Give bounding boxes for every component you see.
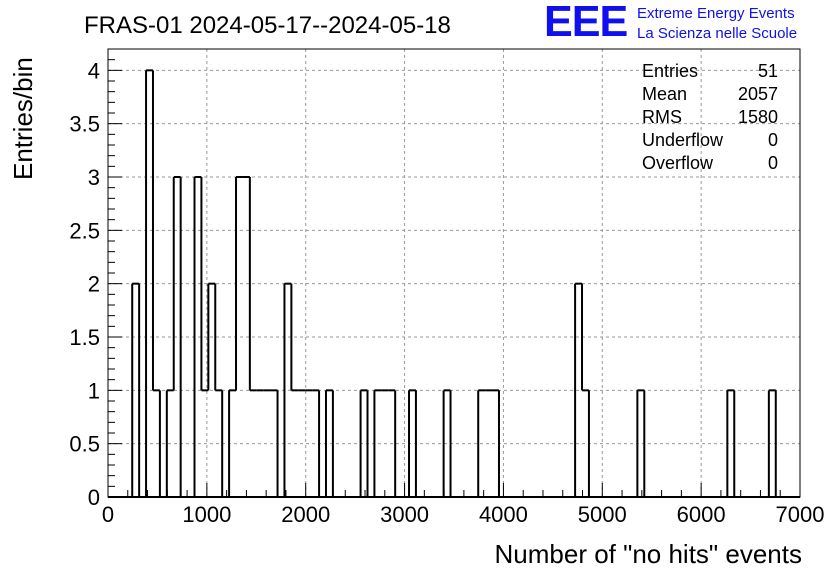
y-tick-label: 4 [88, 58, 100, 83]
stat-label: Entries [642, 61, 698, 81]
y-tick-label: 1.5 [69, 325, 100, 350]
chart-title: FRAS-01 2024-05-17--2024-05-18 [84, 12, 451, 39]
stat-label: RMS [642, 107, 682, 127]
y-tick-label: 3 [88, 165, 100, 190]
y-tick-label: 2.5 [69, 218, 100, 243]
eee-logo: EEE Extreme Energy Events La Scienza nel… [544, 0, 834, 46]
y-axis-label: Entries/bin [8, 57, 38, 180]
x-tick-label: 7000 [776, 502, 825, 527]
stat-label: Overflow [642, 153, 714, 173]
x-tick-label: 2000 [281, 502, 330, 527]
x-tick-label: 5000 [578, 502, 627, 527]
grid [108, 49, 800, 497]
y-tick-label: 2 [88, 272, 100, 297]
x-tick-labels: 0 1000 2000 3000 4000 5000 6000 7000 [102, 502, 825, 527]
logo-line-2: La Scienza nelle Scuole [637, 25, 798, 42]
y-tick-label: 0.5 [69, 432, 100, 457]
x-tick-label: 3000 [380, 502, 429, 527]
x-tick-label: 6000 [677, 502, 726, 527]
logo-line-1: Extreme Energy Events [637, 5, 795, 22]
stats-box: Entries 51 Mean 2057 RMS 1580 Underflow 0 Overfl… [642, 61, 778, 173]
x-tick-label: 0 [102, 502, 114, 527]
stat-value: 2057 [738, 84, 778, 104]
y-tick-label: 1 [88, 378, 100, 403]
x-tick-label: 4000 [479, 502, 528, 527]
x-axis-label: Number of "no hits" events [495, 539, 803, 569]
stat-label: Underflow [642, 130, 724, 150]
stat-value: 0 [768, 153, 778, 173]
stat-label: Mean [642, 84, 687, 104]
stat-value: 1580 [738, 107, 778, 127]
stat-value: 0 [768, 130, 778, 150]
y-tick-labels: 0 0.5 1 1.5 2 2.5 3 3.5 4 [69, 58, 100, 510]
y-tick-label: 0 [88, 485, 100, 510]
stat-value: 51 [758, 61, 778, 81]
x-tick-label: 1000 [182, 502, 231, 527]
plot-frame [107, 48, 801, 498]
axis-ticks [107, 48, 801, 498]
y-tick-label: 3.5 [69, 112, 100, 137]
logo-letters: EEE [544, 0, 628, 46]
